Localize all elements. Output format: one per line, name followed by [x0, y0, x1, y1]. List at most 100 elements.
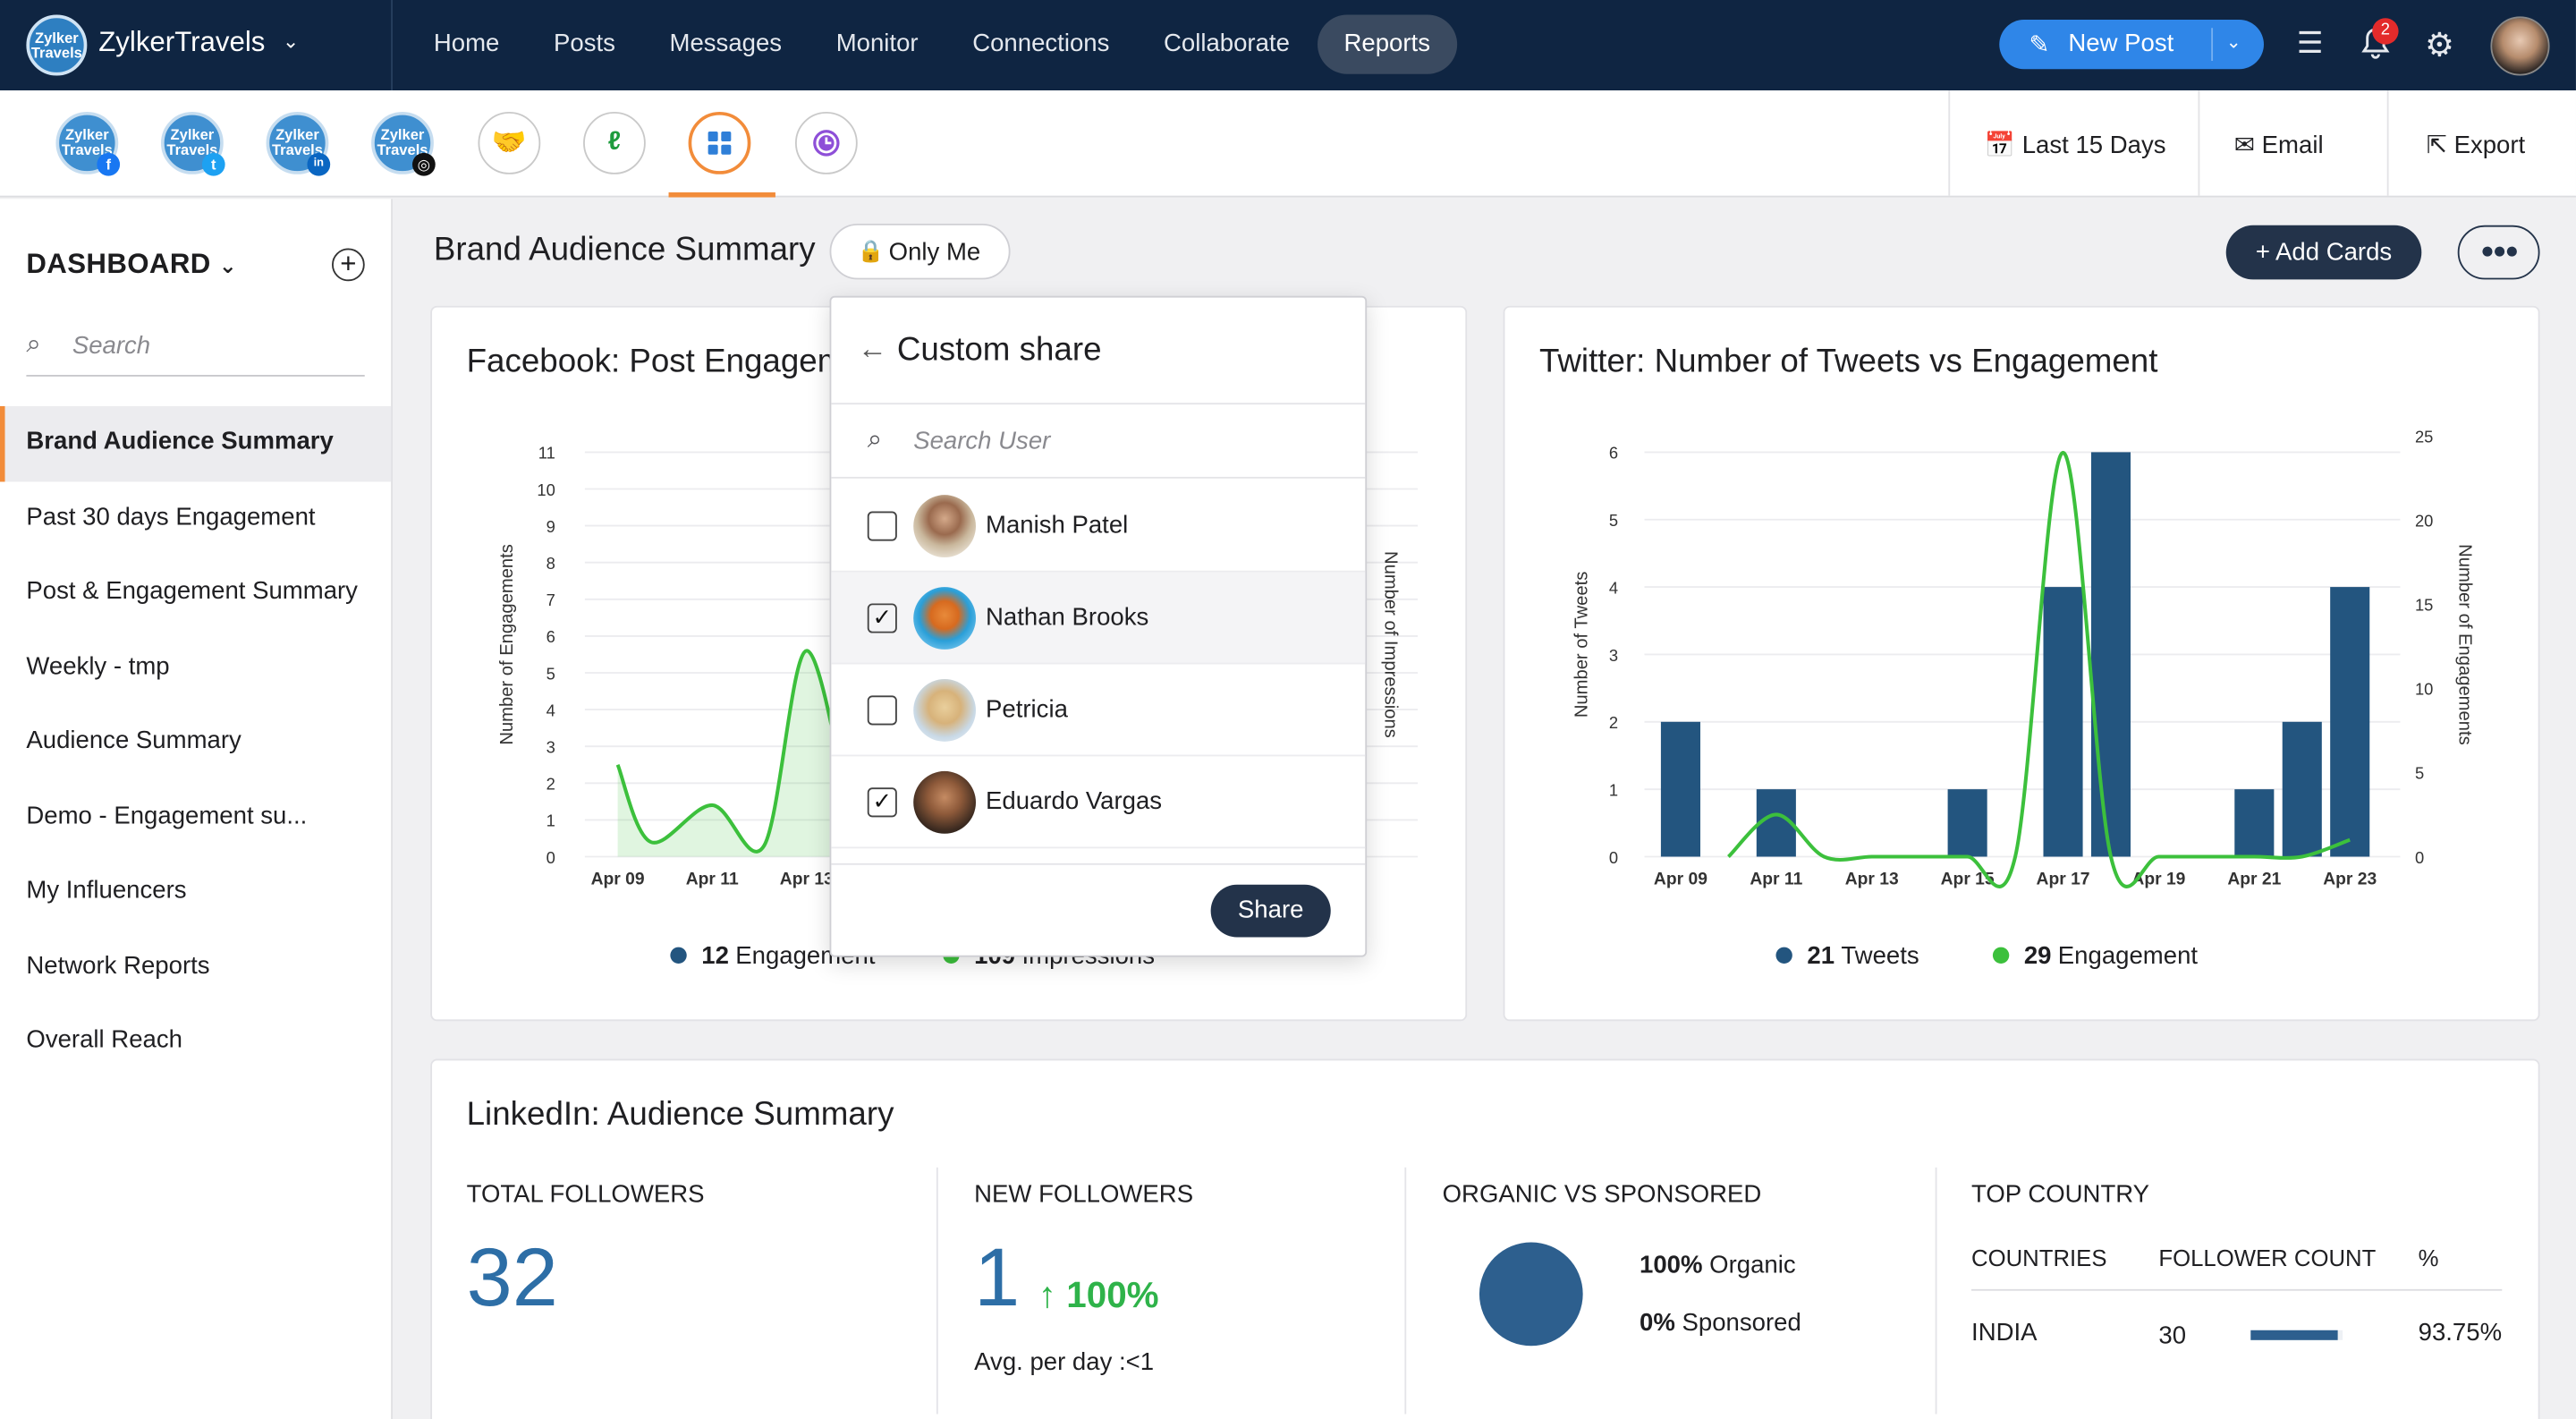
channel-twitter[interactable]: Zylker Travels t [160, 111, 225, 176]
popup-header: ← Custom share [831, 298, 1366, 405]
new-post-dropdown-icon[interactable]: ⌄ [2225, 32, 2241, 53]
user-name: Petricia [986, 695, 1068, 724]
brand-switcher[interactable]: Zylker Travels ZylkerTravels ⌄ [0, 0, 393, 91]
y-axis-label-left: Number of Tweets [1572, 572, 1591, 718]
user-checkbox[interactable] [867, 695, 897, 726]
add-cards-button[interactable]: + Add Cards [2225, 225, 2422, 280]
user-row-eduardo[interactable]: ✓ Eduardo Vargas [831, 756, 1366, 849]
channel-logo-text: Travels [271, 141, 323, 158]
channel-linkedin[interactable]: Zylker Travels in [266, 111, 331, 176]
divider [2386, 90, 2389, 196]
country-name: INDIA [1971, 1318, 2038, 1347]
y-tick-label: 6 [547, 627, 555, 646]
export-button[interactable]: ⇱ Export [2427, 130, 2525, 159]
legend-label: Engagement [2057, 942, 2199, 971]
date-range-button[interactable]: 📅 Last 15 Days [1985, 130, 2166, 159]
email-label: Email [2261, 132, 2324, 160]
sponsored-stat: 0% Sponsored [1640, 1309, 1801, 1337]
x-tick-label: Apr 17 [2037, 871, 2090, 889]
tweet-bar [2282, 721, 2322, 857]
nav-reports[interactable]: Reports [1318, 14, 1457, 74]
export-icon: ⇱ [2426, 132, 2447, 160]
new-followers-value: 1 [974, 1231, 1021, 1324]
user-checkbox-checked[interactable]: ✓ [867, 603, 897, 633]
user-avatar[interactable] [2490, 16, 2550, 76]
legend-engagement[interactable]: 29 Engagement [1992, 942, 2199, 971]
channel-logo-text: Zylker [380, 126, 425, 143]
user-avatar [913, 679, 976, 742]
y-tick-label-right: 25 [2415, 427, 2433, 446]
divider [1948, 90, 1951, 196]
nav-connections[interactable]: Connections [972, 30, 1110, 58]
dashboard-title: DASHBOARD [26, 248, 211, 280]
search-icon: ⌕ [26, 330, 41, 359]
dashboard-switcher[interactable]: DASHBOARD ⌄ [26, 249, 237, 282]
channel-bar: Zylker Travels f Zylker Travels t Zylker… [0, 90, 2576, 198]
nav-messages[interactable]: Messages [669, 30, 783, 58]
user-search-input[interactable]: ⌕ Search User [831, 404, 1366, 479]
new-post-label: New Post [2068, 30, 2174, 58]
dashboard-grid-icon[interactable] [688, 111, 751, 174]
user-checkbox-checked[interactable]: ✓ [867, 787, 897, 818]
user-checkbox[interactable] [867, 511, 897, 541]
avg-per-day: Avg. per day :<1 [974, 1347, 1155, 1377]
add-dashboard-icon[interactable]: + [332, 248, 365, 282]
legend-tweets[interactable]: 21 Tweets [1775, 942, 1919, 970]
legend-value: 29 [2023, 942, 2052, 971]
country-count: 30 [2158, 1321, 2187, 1350]
sidebar-search[interactable]: ⌕ Search [26, 314, 365, 377]
envelope-icon: ✉ [2233, 132, 2256, 160]
x-tick-label: Apr 09 [1654, 871, 1707, 889]
divider [2198, 90, 2200, 196]
organic-pie-chart [1479, 1242, 1583, 1347]
new-post-button[interactable]: ✎ New Post ⌄ [1999, 20, 2264, 70]
user-row-petricia[interactable]: Petricia [831, 664, 1366, 757]
channel-instagram[interactable]: Zylker Travels ◎ [371, 111, 436, 176]
visibility-button[interactable]: 🔒 Only Me [829, 223, 1011, 280]
back-arrow-icon[interactable]: ← [857, 332, 887, 365]
sidebar-item-past-30-days[interactable]: Past 30 days Engagement [26, 502, 316, 531]
organic-pie-slice [1479, 1242, 1583, 1347]
user-avatar [913, 587, 976, 650]
logo-text-top: Zylker [35, 29, 79, 46]
dashboard-list: Brand Audience Summary Past 30 days Enga… [0, 405, 392, 1080]
sidebar-item-post-engagement-summary[interactable]: Post & Engagement Summary [26, 577, 358, 606]
visibility-label: Only Me [888, 238, 981, 267]
user-row-nathan[interactable]: ✓ Nathan Brooks [831, 572, 1366, 665]
sidebar-item-demo-engagement[interactable]: Demo - Engagement su... [26, 801, 308, 830]
handshake-icon[interactable]: 🤝 [478, 111, 541, 174]
y-tick-label-right: 15 [2415, 596, 2433, 615]
new-followers-label: NEW FOLLOWERS [974, 1180, 1194, 1209]
nav-collaborate[interactable]: Collaborate [1163, 30, 1290, 58]
sidebar-item-audience-summary[interactable]: Audience Summary [26, 726, 242, 755]
menu-lines-icon[interactable]: ☰ [2296, 26, 2324, 60]
user-name: Nathan Brooks [986, 603, 1149, 632]
nav-posts[interactable]: Posts [553, 30, 615, 58]
sidebar-item-weekly-tmp[interactable]: Weekly - tmp [26, 651, 170, 680]
page-title: Brand Audience Summary [433, 232, 816, 268]
brand-name: ZylkerTravels [98, 26, 266, 58]
nav-home[interactable]: Home [433, 30, 500, 58]
legend-label: Tweets [1841, 942, 1919, 971]
y-tick-label: 8 [547, 554, 555, 573]
share-button[interactable]: Share [1210, 884, 1331, 938]
channel-facebook[interactable]: Zylker Travels f [55, 111, 121, 176]
organic-stat: 100% Organic [1640, 1252, 1796, 1279]
leaf-icon[interactable]: ℓ [583, 111, 646, 174]
legend-value: 21 [1807, 942, 1835, 971]
channel-logo-text: Zylker [64, 126, 109, 143]
y-tick-label-left: 6 [1609, 444, 1618, 463]
gear-icon[interactable]: ⚙ [2424, 28, 2454, 64]
nav-monitor[interactable]: Monitor [835, 30, 919, 58]
sidebar-item-network-reports[interactable]: Network Reports [26, 951, 210, 980]
top-navigation-bar: Zylker Travels ZylkerTravels ⌄ Home Post… [0, 0, 2576, 91]
sidebar-item-my-influencers[interactable]: My Influencers [26, 876, 187, 905]
y-tick-label-right: 20 [2415, 511, 2433, 530]
sidebar-item-overall-reach[interactable]: Overall Reach [26, 1025, 182, 1055]
email-button[interactable]: ✉ Email [2234, 130, 2324, 159]
user-row-manish[interactable]: Manish Patel [831, 480, 1366, 573]
clock-icon[interactable] [794, 111, 858, 174]
sidebar-item-brand-audience-summary[interactable]: Brand Audience Summary [0, 405, 392, 481]
more-options-button[interactable]: ●●● [2457, 225, 2540, 280]
active-report-indicator [668, 192, 775, 198]
